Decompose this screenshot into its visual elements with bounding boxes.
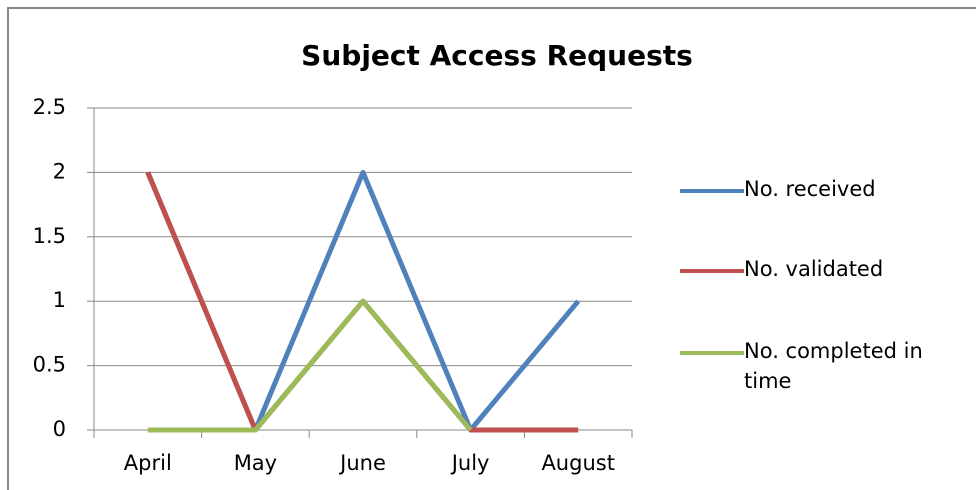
legend-item: No. received [680, 177, 974, 204]
x-tick-label: April [124, 451, 172, 475]
legend-swatch [680, 189, 744, 193]
y-tick-label: 0 [53, 417, 66, 441]
line-series [147, 298, 473, 433]
x-tick-label: May [234, 451, 277, 475]
x-tick-label: June [338, 451, 386, 475]
y-tick-label: 0.5 [33, 353, 66, 377]
x-tick-label: August [541, 451, 615, 475]
legend-item: No. validated [680, 257, 974, 284]
chart-title: Subject Access Requests [301, 39, 693, 72]
legend-label: No. validated [744, 257, 884, 281]
chart-frame [7, 7, 976, 490]
y-tick-label: 2.5 [33, 95, 66, 119]
legend-label: No. received [744, 177, 876, 201]
y-tick-label: 1.5 [33, 224, 66, 248]
y-tick-label: 1 [53, 288, 66, 312]
legend-item: No. completed in time [680, 339, 974, 396]
legend-swatch [680, 351, 744, 355]
x-tick-label: July [450, 451, 490, 475]
legend-swatch [680, 269, 744, 273]
legend-label: No. completed in time [744, 339, 923, 393]
y-tick-label: 2 [53, 159, 66, 183]
